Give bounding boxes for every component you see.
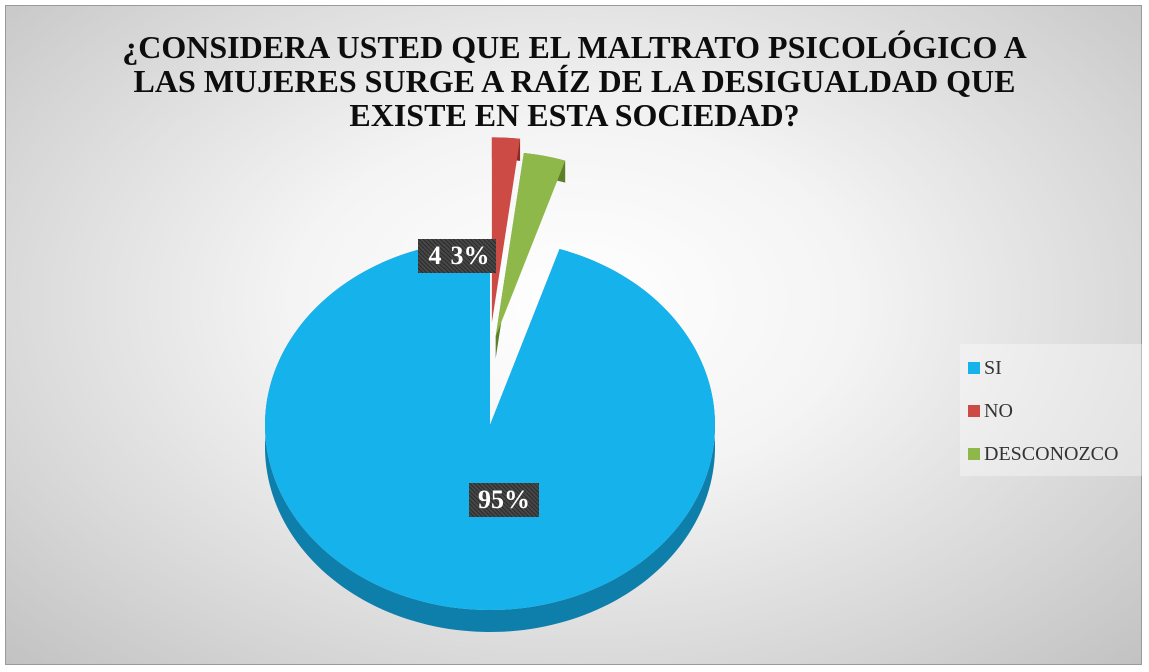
- data-label-desconozco: 3%: [444, 239, 496, 273]
- legend-item-desconozco: DESCONOZCO: [968, 442, 1118, 466]
- pie-slice-no: [491, 137, 521, 323]
- legend-item-si: SI: [968, 356, 1002, 380]
- legend-label-no: NO: [984, 399, 1013, 422]
- legend-swatch-no: [968, 405, 980, 417]
- chart-title-line: ¿CONSIDERA USTED QUE EL MALTRATO PSICOLÓ…: [122, 29, 1027, 65]
- legend-label-desconozco: DESCONOZCO: [984, 442, 1119, 465]
- data-label-si: 95%: [469, 483, 539, 517]
- pie-slice-si: [265, 240, 715, 610]
- legend-swatch-si: [968, 362, 980, 374]
- chart-title: ¿CONSIDERA USTED QUE EL MALTRATO PSICOLÓ…: [0, 30, 1149, 132]
- pie-slice-desconozco: [495, 152, 566, 337]
- chart-title-line: LAS MUJERES SURGE A RAÍZ DE LA DESIGUALD…: [133, 63, 1016, 99]
- legend-item-no: NO: [968, 399, 1013, 423]
- chart-title-line: EXISTE EN ESTA SOCIEDAD?: [349, 97, 800, 133]
- legend: SI NO DESCONOZCO: [960, 344, 1142, 476]
- legend-swatch-desconozco: [968, 448, 980, 460]
- legend-label-si: SI: [984, 356, 1002, 379]
